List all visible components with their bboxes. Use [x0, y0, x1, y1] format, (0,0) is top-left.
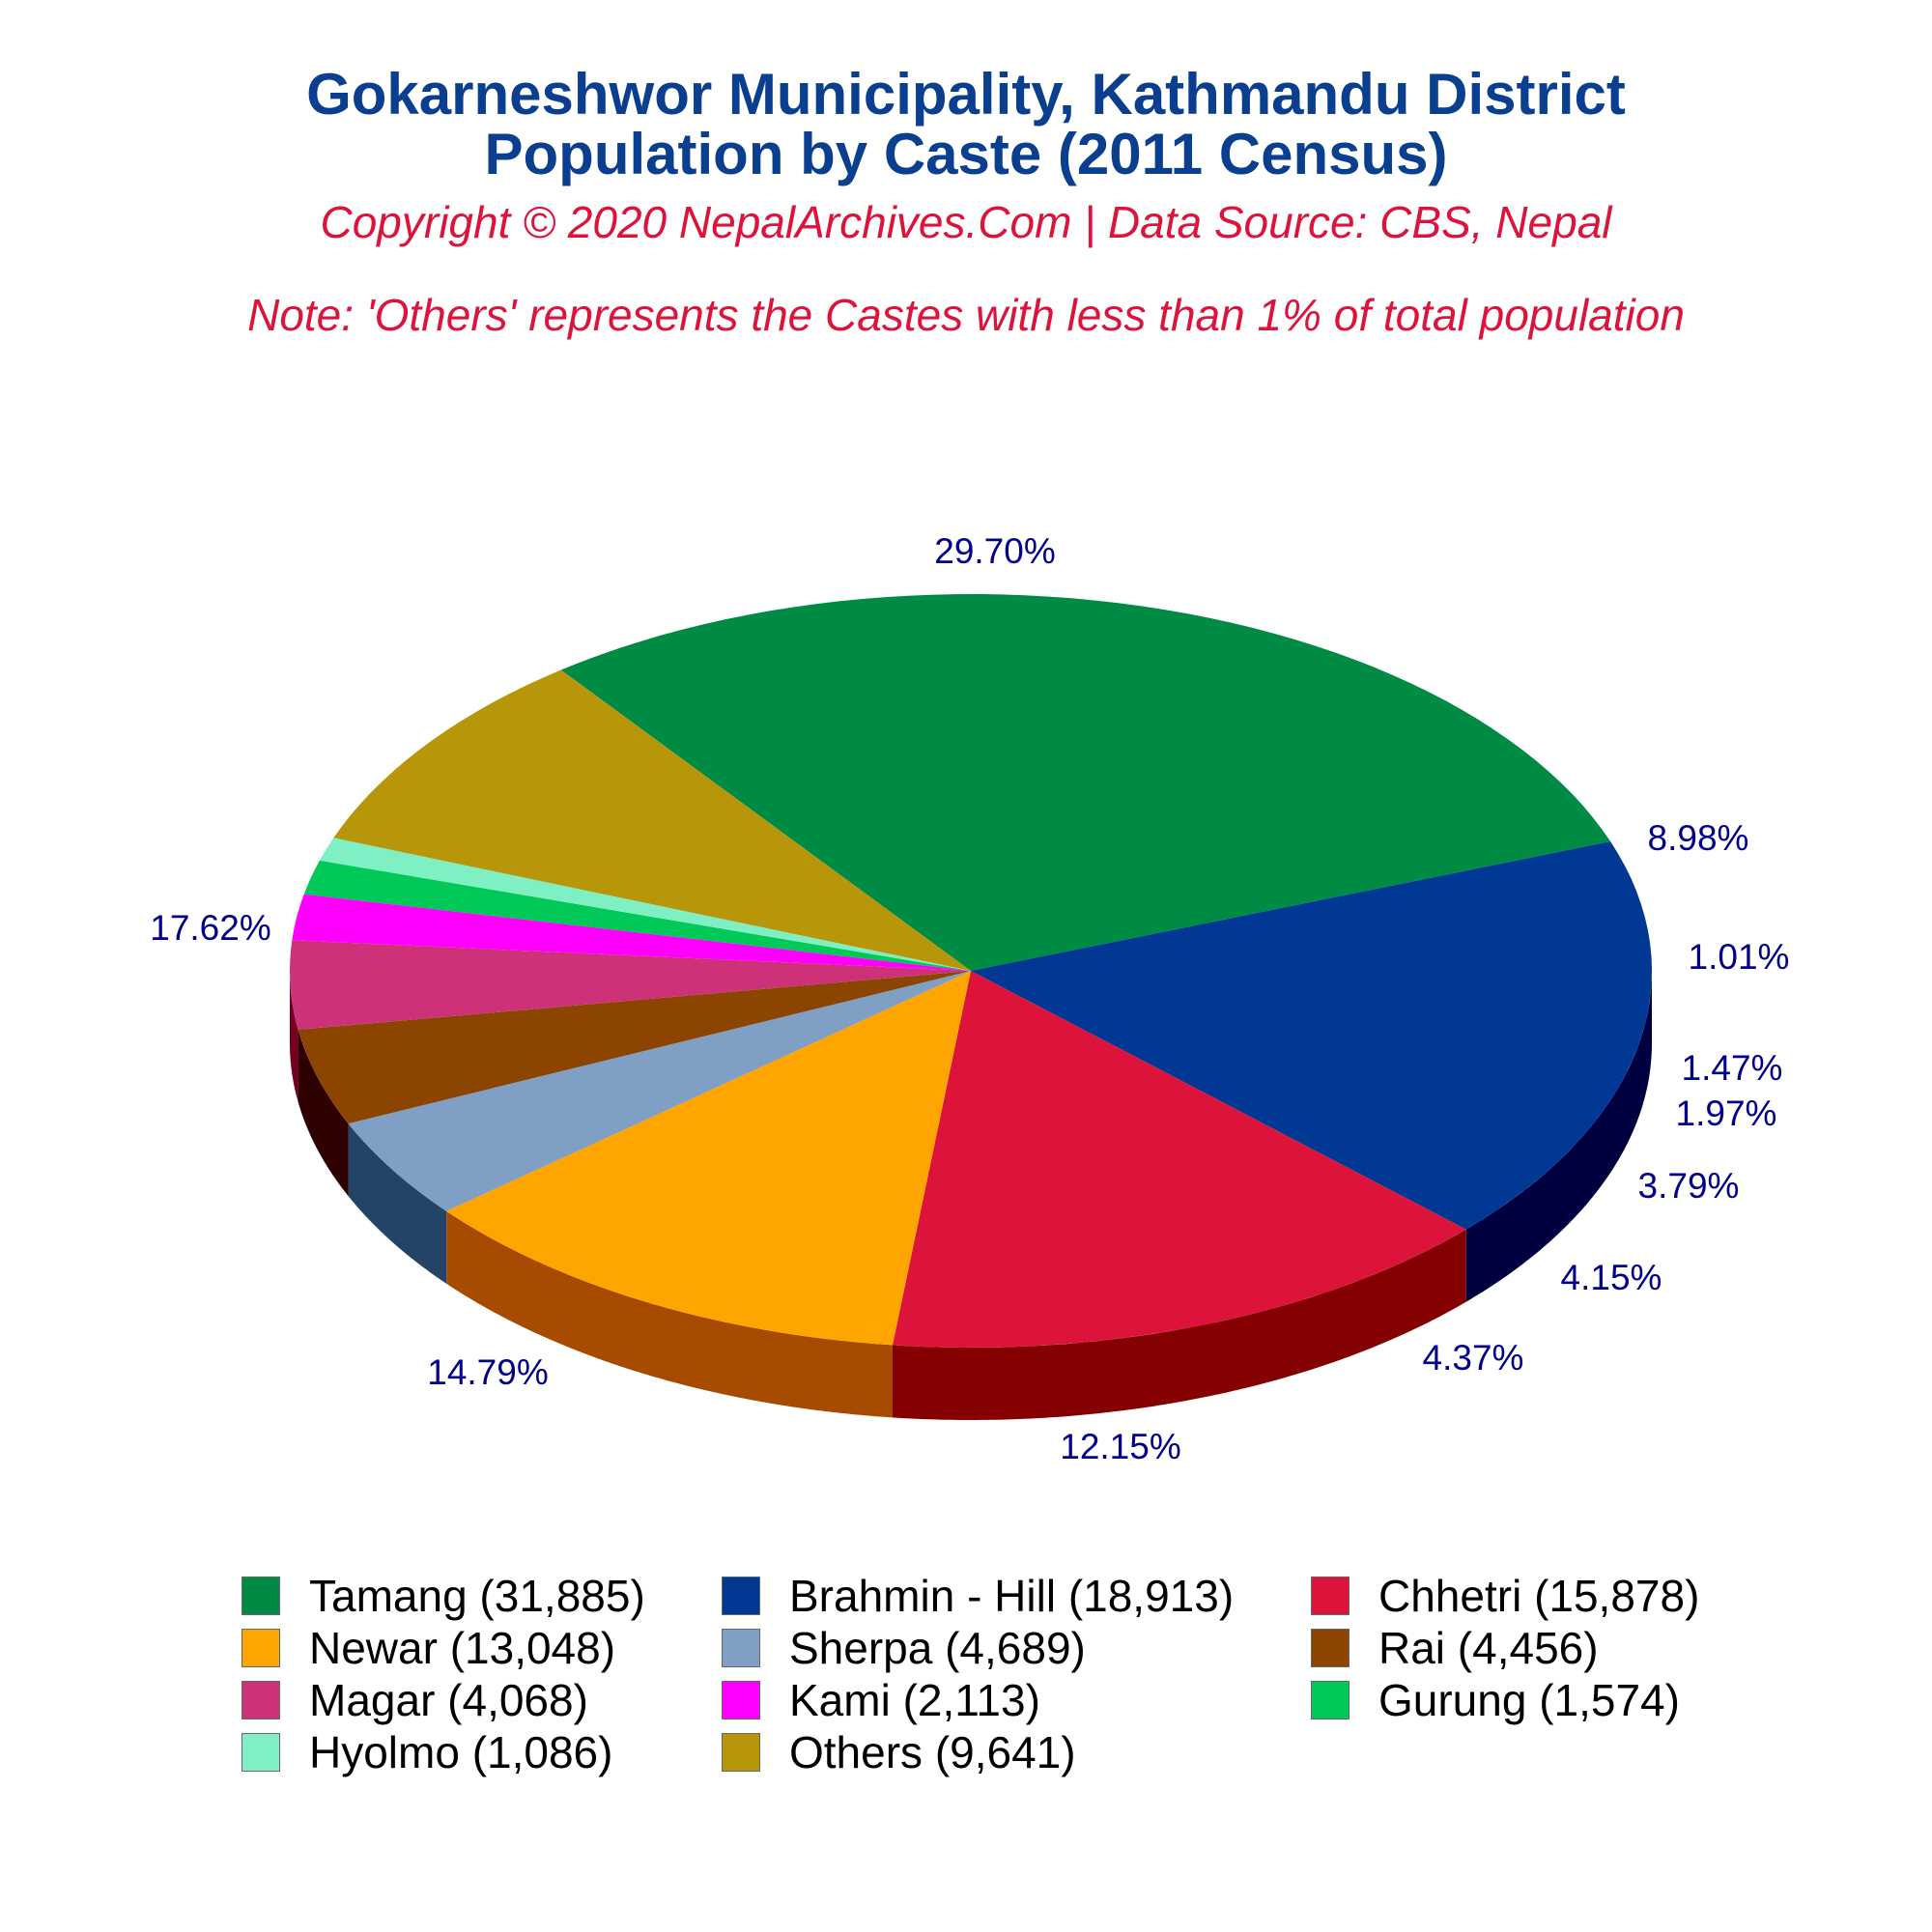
legend-item-others: Others (9,641) — [722, 1726, 1076, 1778]
legend-item-rai: Rai (4,456) — [1311, 1622, 1599, 1674]
legend-swatch — [722, 1681, 760, 1719]
pie-side-newar — [446, 1210, 893, 1418]
legend-swatch — [242, 1629, 280, 1667]
legend-label: Magar (4,068) — [309, 1675, 588, 1725]
percent-label-chhetri: 14.79% — [427, 1352, 549, 1392]
pie-percent-labels: 29.70% 17.62% 14.79% 12.15% 4.37% 4.15% 3.79% 1… — [150, 531, 1789, 1466]
percent-label-others: 8.98% — [1648, 818, 1749, 858]
percent-label-rai: 4.15% — [1561, 1258, 1662, 1297]
legend-label: Hyolmo (1,086) — [309, 1727, 613, 1777]
legend-label: Gurung (1,574) — [1378, 1675, 1680, 1725]
legend-item-hyolmo: Hyolmo (1,086) — [242, 1726, 612, 1778]
pie-sides — [290, 971, 1652, 1420]
legend-item-tamang: Tamang (31,885) — [242, 1570, 645, 1622]
legend-swatch — [1311, 1629, 1350, 1667]
pie-side-magar — [290, 971, 298, 1102]
legend-swatch — [722, 1629, 760, 1667]
chart-title-line2: Population by Caste (2011 Census) — [484, 122, 1448, 186]
note-text: Note: 'Others' represents the Castes wit… — [247, 290, 1685, 340]
legend-item-sherpa: Sherpa (4,689) — [722, 1622, 1086, 1674]
legend-swatch — [722, 1577, 760, 1615]
copyright-text: Copyright © 2020 NepalArchives.Com | Dat… — [320, 197, 1612, 247]
legend-label: Kami (2,113) — [789, 1675, 1040, 1725]
pie-side-chhetri — [893, 1229, 1466, 1420]
legend-swatch — [1311, 1681, 1350, 1719]
pie-slice-gurung — [303, 860, 971, 971]
legend-swatch — [1311, 1577, 1350, 1615]
legend-item-brahmin-hill: Brahmin - Hill (18,913) — [722, 1570, 1234, 1622]
legend-item-gurung: Gurung (1,574) — [1311, 1674, 1680, 1726]
legend-item-magar: Magar (4,068) — [242, 1674, 588, 1726]
pie-slice-others — [333, 669, 971, 971]
pie-side-rai — [298, 1029, 349, 1197]
legend-label: Tamang (31,885) — [309, 1571, 645, 1621]
pie-slice-hyolmo — [319, 838, 971, 971]
legend-swatch — [722, 1733, 760, 1772]
pie-slice-chhetri — [893, 971, 1466, 1348]
legend-label: Brahmin - Hill (18,913) — [789, 1571, 1235, 1621]
pie-slice-rai — [298, 971, 972, 1124]
legend-item-kami: Kami (2,113) — [722, 1674, 1040, 1726]
pie-slice-newar — [446, 971, 971, 1346]
pie-slice-magar — [290, 940, 971, 1030]
percent-label-sherpa: 4.37% — [1423, 1338, 1524, 1378]
pie-chart: 29.70% 17.62% 14.79% 12.15% 4.37% 4.15% 3.79% 1… — [150, 531, 1789, 1466]
percent-label-brahmin-hill: 17.62% — [150, 908, 271, 948]
pie-side-brahmin-hill — [1465, 971, 1652, 1302]
legend-label: Sherpa (4,689) — [789, 1623, 1086, 1673]
legend-swatch — [242, 1733, 280, 1772]
legend-label: Chhetri (15,878) — [1378, 1571, 1700, 1621]
legend-swatch — [242, 1681, 280, 1719]
legend-label: Others (9,641) — [789, 1727, 1076, 1777]
percent-label-magar: 3.79% — [1638, 1166, 1740, 1206]
pie-slice-brahmin-hill — [971, 841, 1652, 1230]
chart-title-line1: Gokarneshwor Municipality, Kathmandu Dis… — [306, 62, 1626, 127]
legend-label: Newar (13,048) — [309, 1623, 616, 1673]
percent-label-tamang: 29.70% — [934, 531, 1056, 571]
pie-slice-kami — [292, 894, 971, 971]
percent-label-kami: 1.97% — [1676, 1094, 1777, 1133]
legend-swatch — [242, 1577, 280, 1615]
pie-slice-tamang — [560, 594, 1611, 971]
percent-label-gurung: 1.47% — [1682, 1048, 1783, 1088]
legend-item-newar: Newar (13,048) — [242, 1622, 615, 1674]
pie-side-sherpa — [348, 1123, 447, 1284]
percent-label-hyolmo: 1.01% — [1689, 937, 1790, 977]
legend-item-chhetri: Chhetri (15,878) — [1311, 1570, 1699, 1622]
pie-slice-sherpa — [348, 971, 972, 1211]
legend-label: Rai (4,456) — [1378, 1623, 1599, 1673]
percent-label-newar: 12.15% — [1060, 1427, 1181, 1466]
pie-slices — [290, 594, 1652, 1348]
